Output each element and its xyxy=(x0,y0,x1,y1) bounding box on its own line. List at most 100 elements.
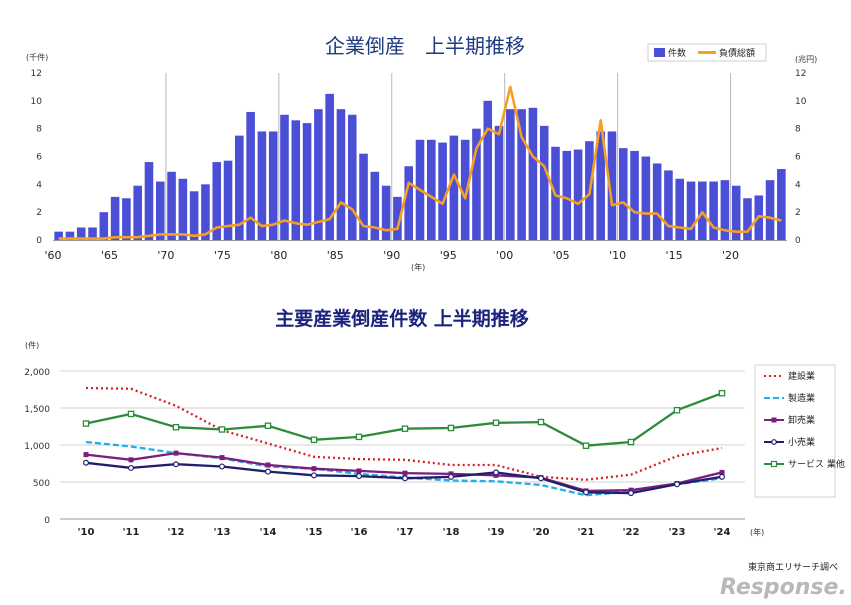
series-group xyxy=(85,440,723,497)
count-bar xyxy=(427,139,436,240)
top-left-unit: (千件) xyxy=(26,52,48,62)
count-bar xyxy=(280,114,289,240)
series-marker xyxy=(173,450,179,456)
count-bar xyxy=(686,181,696,240)
legend-debt-label: 負債総額 xyxy=(719,47,755,59)
legend-label: 小売業 xyxy=(788,436,815,448)
bottom-series xyxy=(82,386,726,497)
bottom-x-tick: '17 xyxy=(397,527,414,538)
top-right-y-tick: 0 xyxy=(795,236,801,246)
series-marker xyxy=(82,420,90,427)
top-x-tick: '75 xyxy=(214,249,231,262)
watermark-logo: Response. xyxy=(720,575,847,600)
count-bar xyxy=(88,227,97,240)
series-marker xyxy=(172,423,180,431)
bottom-x-tick: '20 xyxy=(533,527,550,538)
series-marker xyxy=(401,425,409,432)
series-marker xyxy=(627,438,635,446)
series-marker xyxy=(448,473,455,480)
series-marker xyxy=(355,433,363,441)
count-bar xyxy=(325,93,334,240)
count-bar xyxy=(189,191,199,240)
count-bar xyxy=(596,131,605,240)
count-bar xyxy=(302,123,312,240)
top-left-y-tick: 2 xyxy=(36,208,42,218)
top-x-tick: '05 xyxy=(553,249,570,262)
count-bar xyxy=(110,196,120,240)
series-marker xyxy=(627,490,634,497)
series-marker xyxy=(128,464,135,471)
series-group xyxy=(85,386,723,481)
top-left-y-tick: 12 xyxy=(31,69,42,79)
count-bar xyxy=(178,178,188,240)
bottom-chart: 主要産業倒産件数 上半期推移 (件) (年) 0 500 1,000 1,500 2,0… xyxy=(24,307,845,538)
legend-label: サービス 業他 xyxy=(788,458,845,470)
bottom-chart-title: 主要産業倒産件数 上半期推移 xyxy=(275,307,529,330)
series-marker xyxy=(219,463,226,470)
top-x-tick: '65 xyxy=(101,249,118,262)
series-marker xyxy=(265,462,271,468)
count-bar xyxy=(777,169,786,240)
count-bar xyxy=(291,120,301,240)
debt-total-line xyxy=(58,85,782,240)
count-bar xyxy=(122,198,131,240)
bottom-x-tick: '18 xyxy=(443,527,460,538)
top-right-y-tick: 8 xyxy=(795,125,801,135)
top-x-tick: '20 xyxy=(722,249,739,262)
legend-marker xyxy=(771,439,777,445)
series-marker xyxy=(402,470,408,476)
count-bar xyxy=(155,181,165,240)
series-line xyxy=(85,392,723,447)
count-bar xyxy=(212,162,222,240)
top-left-y-tick: 10 xyxy=(31,97,43,107)
count-bar xyxy=(359,153,368,240)
count-bar xyxy=(765,180,775,240)
count-bar xyxy=(675,178,685,240)
legend-label: 建設業 xyxy=(788,370,815,382)
legend-count-label: 件数 xyxy=(668,47,686,59)
count-bar xyxy=(268,131,278,240)
count-bar xyxy=(731,185,741,240)
top-x-tick: '95 xyxy=(440,249,457,262)
top-left-y-tick: 8 xyxy=(36,125,42,135)
count-bar xyxy=(438,142,447,240)
series-marker xyxy=(265,468,272,475)
top-x-tick: '80 xyxy=(270,249,287,262)
bottom-x-tick: '24 xyxy=(714,527,731,538)
top-chart-title: 企業倒産 上半期推移 xyxy=(325,34,525,58)
count-bar xyxy=(483,100,493,240)
top-right-unit: (兆円) xyxy=(795,54,817,64)
bottom-x-tick: '10 xyxy=(78,527,95,538)
count-bar xyxy=(743,198,752,240)
series-marker xyxy=(356,468,362,474)
series-group xyxy=(83,450,725,494)
top-left-y-tick: 0 xyxy=(36,236,42,246)
top-left-y-tick: 6 xyxy=(36,153,42,163)
count-bar xyxy=(133,185,142,240)
series-line xyxy=(85,386,723,481)
bottom-x-tick: '13 xyxy=(214,527,231,538)
top-right-y-tick: 12 xyxy=(795,69,806,79)
series-marker xyxy=(311,472,318,479)
bottom-y-ticks: 0 500 1,000 1,500 2,000 xyxy=(24,368,50,526)
bottom-y-tick: 500 xyxy=(33,479,50,489)
count-bar xyxy=(99,212,109,240)
count-bar xyxy=(370,171,380,240)
series-marker xyxy=(82,459,89,466)
bottom-x-tick: '23 xyxy=(669,527,686,538)
count-bar xyxy=(573,149,583,240)
count-bar xyxy=(167,171,176,240)
top-gridlines xyxy=(165,73,732,240)
count-bar xyxy=(664,170,673,240)
bottom-y-tick: 1,000 xyxy=(24,442,50,452)
legend-marker xyxy=(770,460,778,468)
series-marker xyxy=(718,389,726,397)
bottom-x-tick: '11 xyxy=(123,527,140,538)
top-right-y-tick: 10 xyxy=(795,97,807,107)
count-bar xyxy=(494,125,504,240)
bottom-x-ticks: '10 '11 '12 '13 '14 '15 '16 '17 '18 '19 '20 '21 '22 '… xyxy=(78,527,731,538)
series-marker xyxy=(492,419,500,427)
top-bars xyxy=(54,93,786,241)
bottom-x-tick: '16 xyxy=(351,527,368,538)
